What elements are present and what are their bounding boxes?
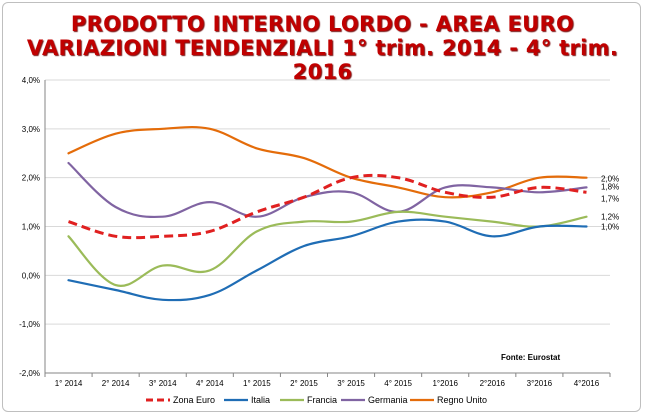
x-tick-label: 1° 2014	[55, 379, 83, 388]
end-value-label: 1,2%	[601, 213, 619, 222]
y-tick-label: -1,0%	[19, 320, 40, 329]
legend-label: Zona Euro	[173, 395, 215, 405]
series-line-germania	[67, 161, 588, 219]
chart-title: PRODOTTO INTERNO LORDO - AREA EURO	[70, 12, 575, 36]
x-tick-label: 3° 2014	[149, 379, 177, 388]
y-tick-label: 4,0%	[22, 76, 40, 85]
y-tick-label: -2,0%	[19, 369, 40, 378]
series-line-regno-unito	[67, 125, 588, 199]
end-value-label: 1,8%	[601, 182, 619, 191]
x-tick-label: 4° 2014	[196, 379, 224, 388]
end-value-label: 2,0%	[601, 175, 619, 184]
y-tick-label: 1,0%	[22, 223, 40, 232]
legend-label: Germania	[368, 395, 408, 405]
x-tick-label: 3°2016	[527, 379, 553, 388]
x-tick-label: 1° 2015	[243, 379, 271, 388]
x-tick-label: 2° 2014	[102, 379, 130, 388]
x-tick-label: 1°2016	[432, 379, 458, 388]
y-tick-label: 3,0%	[22, 125, 40, 134]
legend-label: Regno Unito	[437, 395, 487, 405]
source-label: Fonte: Eurostat	[501, 353, 560, 362]
end-value-label: 1,7%	[601, 194, 619, 203]
series-line-francia	[67, 210, 588, 287]
legend-label: Italia	[251, 395, 270, 405]
y-tick-label: 0,0%	[22, 271, 40, 280]
series-line-zona-euro	[68, 173, 587, 240]
x-tick-label: 2°2016	[480, 379, 506, 388]
chart-frame	[2, 2, 641, 412]
y-tick-label: 2,0%	[22, 174, 40, 183]
x-tick-label: 3° 2015	[337, 379, 365, 388]
legend-label: Francia	[307, 395, 337, 405]
x-tick-label: 2° 2015	[290, 379, 318, 388]
end-value-label: 1,0%	[601, 223, 619, 232]
x-tick-label: 4° 2015	[384, 379, 412, 388]
x-tick-label: 4°2016	[574, 379, 600, 388]
series-line-italia	[67, 218, 588, 302]
